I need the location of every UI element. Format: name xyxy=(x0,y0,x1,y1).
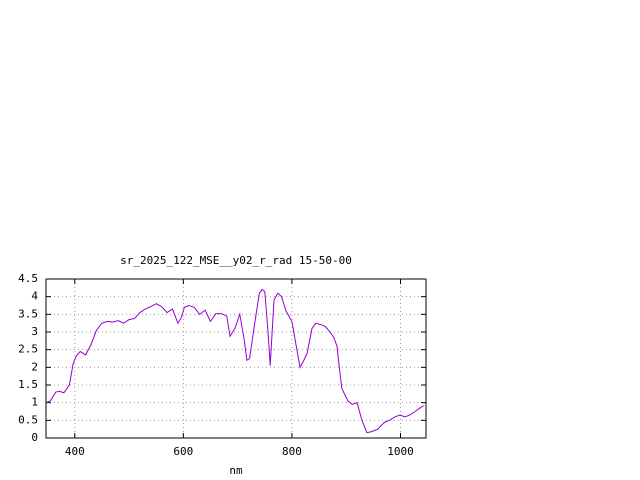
x-tick-label: 600 xyxy=(173,445,193,458)
x-tick-label: 400 xyxy=(65,445,85,458)
y-tick-label: 2 xyxy=(31,360,38,373)
y-tick-label: 3 xyxy=(31,325,38,338)
y-tick-label: 1 xyxy=(31,396,38,409)
y-tick-label: 4.5 xyxy=(18,272,38,285)
y-tick-label: 0.5 xyxy=(18,413,38,426)
plot-border xyxy=(45,278,427,439)
y-tick-label: 3.5 xyxy=(18,307,38,320)
x-axis-label: nm xyxy=(229,464,243,477)
data-line xyxy=(45,288,425,434)
y-tick-label: 4 xyxy=(31,290,38,303)
chart-title: sr_2025_122_MSE__y02_r_rad 15-50-00 xyxy=(120,254,352,267)
x-tick-label: 1000 xyxy=(387,445,414,458)
y-tick-label: 1.5 xyxy=(18,378,38,391)
y-tick-label: 0 xyxy=(31,431,38,444)
x-tick-label: 800 xyxy=(282,445,302,458)
y-tick-label: 2.5 xyxy=(18,343,38,356)
